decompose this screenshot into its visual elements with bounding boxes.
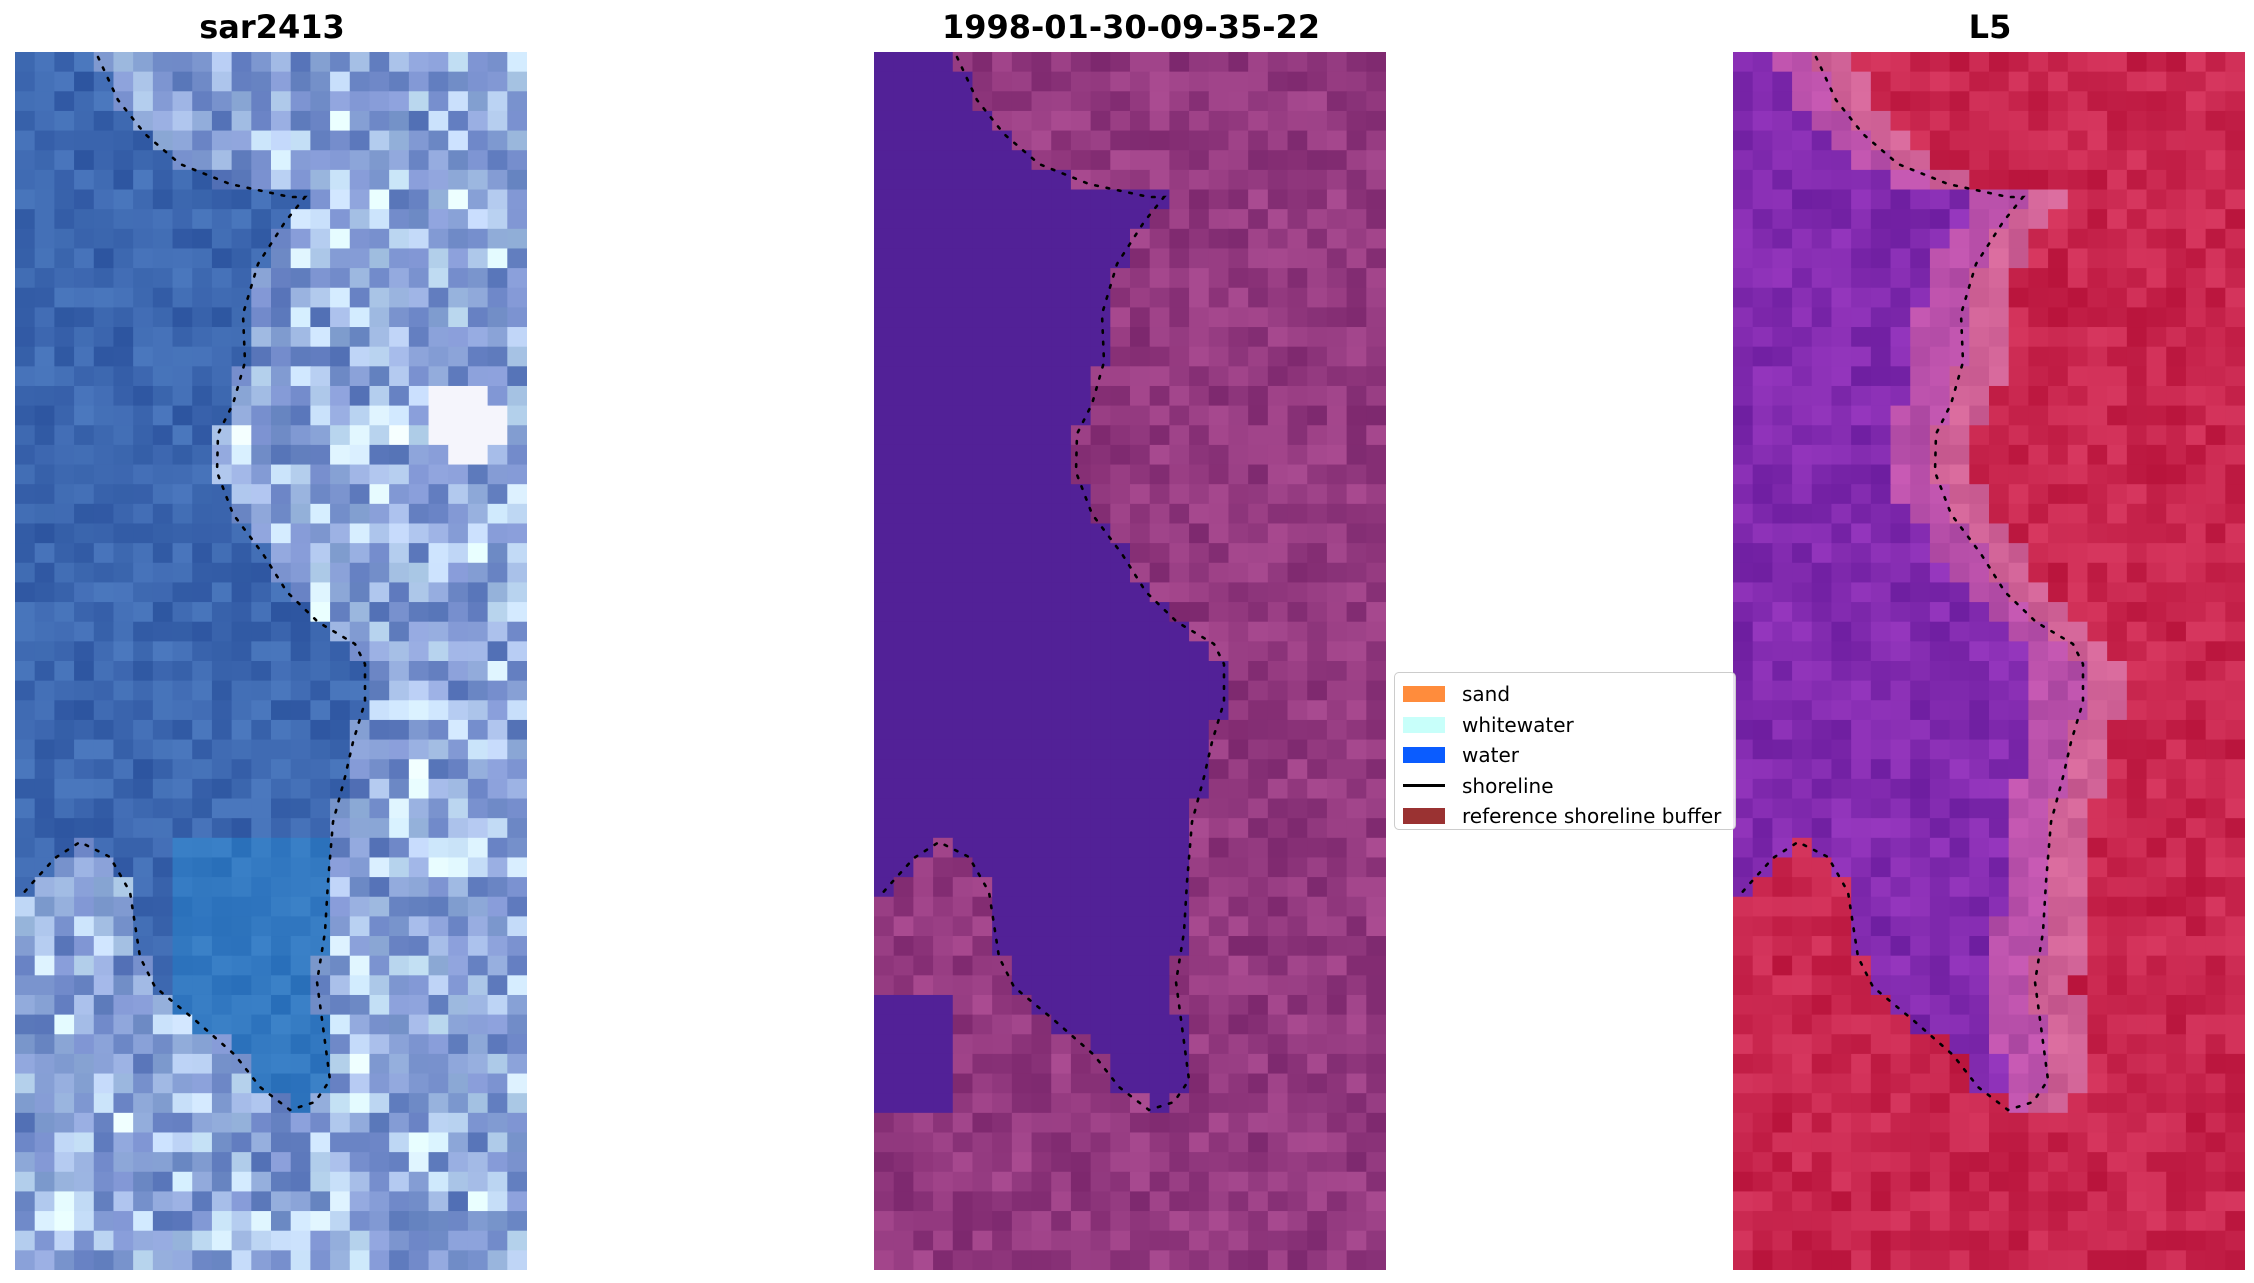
legend-swatch-sand [1403,686,1445,703]
l5-image [1733,52,2245,1270]
legend-item-whitewater: whitewater [1395,710,1735,741]
classified-image-shoreline [877,55,1226,1112]
sar-image-shoreline [18,55,367,1112]
legend-item-sand: sand [1395,679,1735,710]
l5-image-shoreline [1736,55,2085,1112]
legend-item-shoreline: shoreline [1395,771,1735,802]
sar-image-pixels [15,52,527,1270]
classified-image-panel [874,52,1386,1270]
classified-image [874,52,1386,1270]
panel-title-l5: L5 [1968,8,2012,46]
legend-label-shoreline: shoreline [1462,773,1554,798]
legend-item-water: water [1395,740,1735,771]
legend-label-water: water [1462,743,1519,768]
legend-label-whitewater: whitewater [1462,712,1574,737]
panel-title-classified: 1998-01-30-09-35-22 [941,8,1321,46]
panel-title-sar: sar2413 [199,8,345,46]
legend-label-reference-buffer: reference shoreline buffer [1462,804,1722,829]
legend-item-reference-buffer: reference shoreline buffer [1395,801,1735,832]
legend-swatch-whitewater [1403,716,1445,733]
legend-line-shoreline [1403,784,1445,788]
l5-image-panel [1733,52,2245,1270]
sar-image-panel [15,52,527,1270]
l5-image-pixels [1733,52,2245,1270]
classified-image-pixels [874,52,1386,1270]
legend-swatch-water [1403,747,1445,764]
legend: sand whitewater water shoreline referenc… [1394,672,1736,830]
sar-image [15,52,527,1270]
legend-label-sand: sand [1462,682,1511,707]
legend-swatch-reference-buffer [1403,808,1445,825]
